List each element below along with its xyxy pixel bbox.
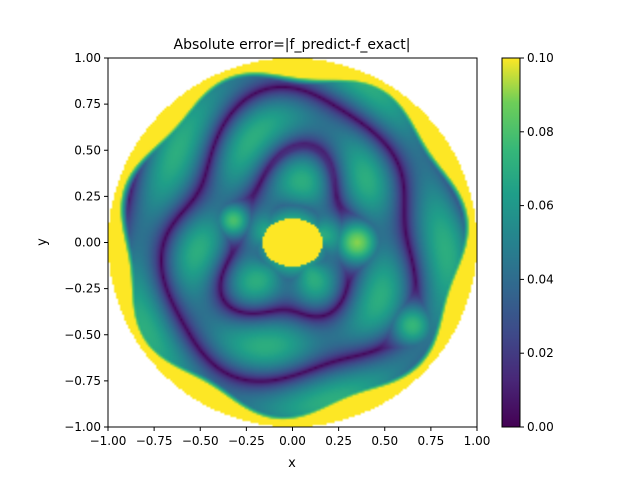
colorbar-tick-label: 0.10	[527, 51, 554, 65]
y-tick-label: 1.00	[74, 51, 101, 65]
x-tick-label: 0.50	[371, 434, 398, 448]
heatmap-image	[108, 58, 477, 427]
x-tick-label: 0.75	[418, 434, 445, 448]
x-tick-label: −0.25	[228, 434, 265, 448]
y-tick-label: −0.50	[64, 328, 101, 342]
colorbar-tick-label: 0.00	[527, 420, 554, 434]
x-tick-label: −0.75	[136, 434, 173, 448]
x-axis-ticks: −1.00 −0.75 −0.50 −0.25 0.00 0.25 0.50 0.75 1.00	[90, 427, 491, 448]
y-tick-label: 0.25	[74, 189, 101, 203]
x-tick-label: 0.00	[279, 434, 306, 448]
colorbar-tick-label: 0.04	[527, 272, 554, 286]
y-tick-label: 0.75	[74, 97, 101, 111]
y-tick-label: −1.00	[64, 420, 101, 434]
x-tick-label: 0.25	[325, 434, 352, 448]
colorbar-ticks: 0.00 0.02 0.04 0.06 0.08 0.10	[520, 51, 554, 434]
colorbar-tick-label: 0.02	[527, 346, 554, 360]
y-axis-ticks: 1.00 0.75 0.50 0.25 0.00 −0.25 −0.50 −0.75 −1.00	[64, 51, 108, 434]
colorbar-tick-label: 0.06	[527, 199, 554, 213]
colorbar-tick-label: 0.08	[527, 125, 554, 139]
y-tick-label: −0.25	[64, 282, 101, 296]
colorbar	[501, 57, 521, 428]
y-axis-label: y	[35, 238, 50, 246]
x-axis-label: x	[288, 456, 296, 471]
y-tick-label: 0.50	[74, 143, 101, 157]
x-tick-label: −0.50	[182, 434, 219, 448]
x-tick-label: 1.00	[464, 434, 491, 448]
chart-title: Absolute error=|f_predict-f_exact|	[174, 37, 411, 53]
y-tick-label: 0.00	[74, 236, 101, 250]
y-tick-label: −0.75	[64, 374, 101, 388]
x-tick-label: −1.00	[90, 434, 127, 448]
